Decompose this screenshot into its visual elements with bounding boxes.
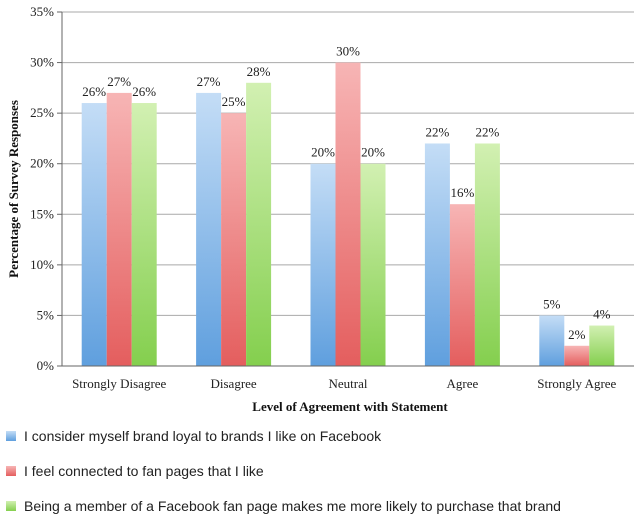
data-label: 2% [568,327,586,342]
bar-chart: 26%27%26%27%25%28%20%30%20%22%16%22%5%2%… [6,4,634,414]
legend-item: I consider myself brand loyal to brands … [6,426,636,446]
bar [449,204,475,366]
legend-swatch-green [6,501,16,511]
bar [474,143,500,366]
x-tick-label: Agree [447,376,479,391]
y-tick-label: 25% [30,105,54,120]
legend-label: I feel connected to fan pages that I lik… [24,463,264,479]
data-label: 4% [593,307,611,322]
y-tick-label: 0% [37,358,55,373]
data-label: 27% [107,74,131,89]
y-tick-label: 30% [30,55,54,70]
bar [589,325,615,366]
legend-item: Being a member of a Facebook fan page ma… [6,496,636,516]
data-label: 28% [247,64,271,79]
legend-label: Being a member of a Facebook fan page ma… [24,498,561,514]
data-label: 20% [311,145,335,160]
legend-swatch-red [6,466,16,476]
axes: 0% 5% 10% 15% 20% 25% 30% 35% Strongly Disagree D… [30,4,634,391]
y-tick-label: 20% [30,156,54,171]
data-label: 20% [361,145,385,160]
x-tick-label: Strongly Disagree [72,376,166,391]
data-label: 26% [82,84,106,99]
legend-item: I feel connected to fan pages that I lik… [6,461,636,481]
y-tick-label: 15% [30,206,54,221]
bar [106,92,132,367]
data-label: 22% [425,124,449,139]
legend-swatch-blue [6,431,16,441]
legend: I consider myself brand loyal to brands … [6,426,636,531]
data-label: 30% [336,44,360,59]
bar [360,163,386,366]
y-tick-label: 5% [37,307,55,322]
y-tick-label: 35% [30,4,54,19]
bar [424,143,450,366]
legend-label: I consider myself brand loyal to brands … [24,428,382,444]
bar [246,82,272,367]
bar [564,345,590,366]
y-axis-title: Percentage of Survey Responses [6,100,21,278]
bar [221,113,247,367]
x-tick-label: Strongly Agree [537,376,616,391]
data-label: 22% [475,124,499,139]
bar [131,103,157,367]
bar [310,163,336,366]
bar [196,92,222,367]
bar [81,103,107,367]
x-tick-label: Neutral [329,376,368,391]
data-labels: 26%27%26%27%25%28%20%30%20%22%16%22%5%2%… [82,44,610,342]
data-label: 16% [450,185,474,200]
x-axis-title: Level of Agreement with Statement [252,399,448,414]
data-label: 5% [543,296,561,311]
bars [81,62,615,367]
data-label: 27% [197,74,221,89]
y-tick-label: 10% [30,257,54,272]
data-label: 26% [132,84,156,99]
data-label: 25% [222,94,246,109]
x-tick-label: Disagree [210,376,256,391]
bar [539,315,565,366]
bar [335,62,361,366]
